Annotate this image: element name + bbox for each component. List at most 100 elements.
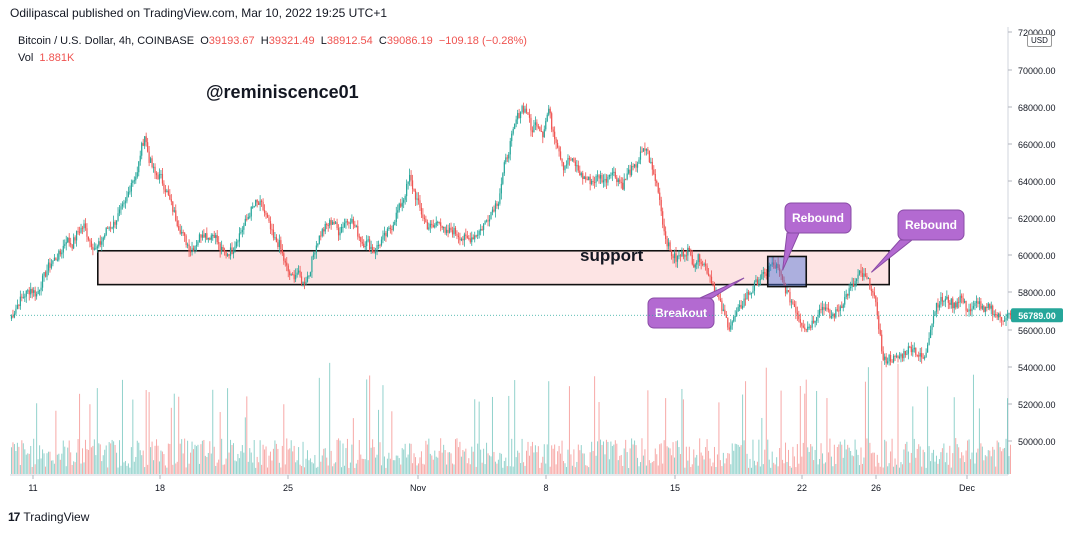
volume-bar [616,443,618,474]
candle-body [300,276,303,284]
candle-body [81,227,84,229]
candle-body [478,230,480,235]
candle-body [299,270,301,277]
candle-body [250,206,252,217]
volume-bar [83,462,85,474]
volume-bar [558,445,560,474]
candle-body [394,221,396,225]
volume-bar [147,464,149,474]
candle-body [333,221,335,224]
volume-bar [169,443,171,474]
volume-bar [768,459,770,474]
volume-bar [218,459,220,474]
candle-body [342,226,344,228]
volume-bar [574,467,576,474]
candle-body [530,117,532,131]
volume-bar [508,395,510,474]
volume-bar [804,393,806,474]
volume-bar [872,452,874,474]
volume-bar [286,438,288,474]
candle-body [142,143,144,146]
volume-bar [774,464,776,474]
candle-body [289,271,291,276]
volume-bar [114,444,116,474]
candle-body [33,290,35,293]
candle-body [633,164,636,167]
volume-bar [743,440,745,474]
candle-body [699,254,701,262]
volume-bar [767,439,769,474]
candle-body [817,315,819,318]
candle-body [912,349,914,353]
volume-bar [787,449,789,474]
volume-bar [403,449,405,474]
candle-body [349,222,351,224]
candle-body [739,304,741,307]
volume-bar [181,439,183,474]
candle-body [598,175,600,179]
volume-bar [611,446,613,474]
candle-body [148,151,150,163]
volume-bar [517,450,519,474]
volume-bar [317,466,319,474]
volume-bar [736,444,738,474]
candle-body [559,151,562,159]
volume-bar [594,376,596,474]
candle-body [638,159,640,164]
tradingview-watermark[interactable]: 17 TradingView [8,510,89,524]
volume-bar [940,452,942,474]
candle-body [878,315,880,330]
candle-body [653,169,655,175]
volume-bar [116,452,118,474]
volume-bar [665,398,667,474]
candle-body [777,263,779,269]
volume-bar [925,467,927,474]
volume-bar [120,465,122,474]
candle-body [508,154,510,159]
candle-body [443,227,445,229]
y-tick-label: 52000.00 [1018,400,1056,410]
volume-bar [210,453,212,474]
volume-bar [903,449,905,474]
volume-bar [487,453,489,474]
candle-body [521,106,523,113]
volume-bar [327,465,329,474]
candle-body [972,306,975,309]
candle-body [875,295,877,303]
candle-body [830,315,832,318]
candle-body [802,325,804,328]
volume-bar [965,450,967,474]
candle-body [218,242,220,244]
candle-body [357,225,359,237]
candle-body [323,229,325,232]
volume-bar [25,454,27,474]
volume-bar [268,455,270,474]
candle-body [703,263,705,265]
candle-body [746,291,748,300]
volume-bar [82,448,84,474]
volume-bar [259,440,261,474]
candle-body [700,261,702,265]
volume-bar [367,460,369,474]
candle-body [783,279,785,285]
volume-bar [759,466,761,474]
volume-bar [311,462,313,474]
candle-body [727,317,729,328]
volume-bar [530,446,532,474]
candle-body [992,305,994,315]
volume-bar [194,444,196,474]
candle-body [774,265,776,269]
volume-bar [900,462,902,474]
volume-bar [860,447,862,474]
volume-bar [354,467,356,474]
candle-body [925,352,927,358]
candle-body [268,217,270,222]
currency-badge[interactable]: USD [1027,34,1052,47]
candle-body [22,297,24,299]
volume-bar [250,452,252,474]
candle-body [841,306,843,308]
volume-bar [721,466,723,474]
symbol-name: Bitcoin / U.S. Dollar, 4h, COINBASE [18,35,195,47]
volume-bar [302,441,304,474]
